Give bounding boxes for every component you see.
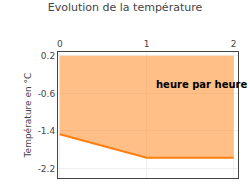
svg-text:-2.2: -2.2 xyxy=(38,164,56,174)
svg-text:0.2: 0.2 xyxy=(41,51,55,61)
svg-text:-0.6: -0.6 xyxy=(38,89,56,99)
svg-text:Evolution de la température: Evolution de la température xyxy=(48,1,203,14)
svg-text:heure par heure: heure par heure xyxy=(156,79,247,90)
svg-text:-1.4: -1.4 xyxy=(38,126,56,136)
svg-text:0: 0 xyxy=(57,39,63,49)
svg-text:2: 2 xyxy=(231,39,237,49)
svg-text:Température en °C: Température en °C xyxy=(23,73,33,159)
svg-text:1: 1 xyxy=(144,39,150,49)
